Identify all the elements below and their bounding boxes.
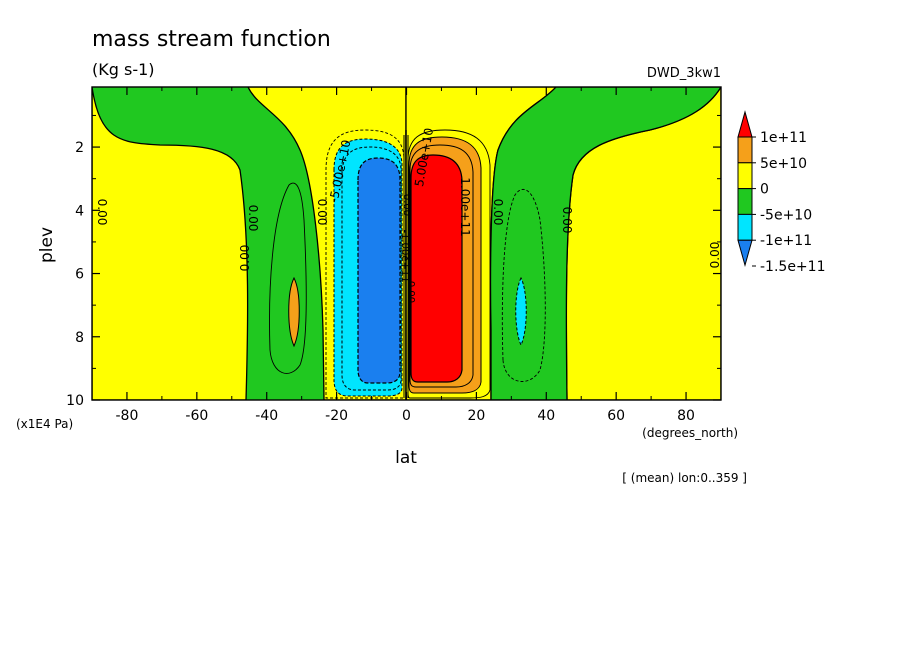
colorbar-label: -1.5e+11 [760, 259, 825, 275]
contour-label: 0.00 [405, 281, 416, 303]
colorbar-label: 1e+11 [760, 130, 807, 146]
y-units-label: (x1E4 Pa) [16, 417, 73, 431]
colorbar-label: 0 [760, 182, 769, 198]
x-tick-label: -80 [116, 408, 139, 424]
chart-subtitle: (Kg s-1) [92, 60, 155, 79]
contour-label: 0.00 [708, 242, 722, 269]
contour-label: 0.00 [401, 194, 412, 216]
y-tick-label: 8 [75, 330, 84, 346]
x-tick-label: -60 [185, 408, 208, 424]
contour-plot-area: 0.00 0.00 0.00 0.00 0.00 0.00 0.00 -5.00… [92, 87, 722, 400]
averaging-note: [ (mean) lon:0..359 ] [622, 471, 747, 485]
y-tick-label: 10 [66, 393, 84, 409]
colorbar-swatch [737, 162, 753, 190]
x-units-label: (degrees_north) [642, 426, 738, 440]
fill-green-north-ferrel [489, 87, 721, 400]
x-axis: -80 -60 -40 -20 0 20 40 60 80 [91, 87, 722, 424]
contour-label: -1.00e+11 [399, 229, 410, 282]
contour-label: 1.00e+11 [458, 177, 472, 236]
y-tick-label: 6 [75, 267, 84, 283]
x-tick-label: 20 [467, 408, 485, 424]
fill-blue-south-hadley-core [357, 157, 401, 384]
x-tick-label: -20 [325, 408, 348, 424]
contour-label: 0.00 [315, 199, 329, 226]
y-axis-title: plev [37, 227, 57, 263]
chart-title: mass stream function [92, 27, 331, 52]
fill-cyan-north-ferrel-core [515, 276, 527, 347]
contour-label: 0.00 [491, 199, 505, 226]
x-tick-label: 80 [677, 408, 695, 424]
x-axis-title: lat [395, 448, 417, 468]
colorbar-swatch [737, 136, 753, 164]
contour-labels: 0.00 0.00 0.00 0.00 0.00 0.00 0.00 -5.00… [95, 127, 722, 303]
colorbar-label: -1e+11 [760, 233, 812, 249]
x-tick-label: 40 [537, 408, 555, 424]
fill-red-north-hadley-core [410, 154, 463, 383]
colorbar-extend-max [737, 110, 753, 138]
contour-label: 0.00 [560, 207, 574, 234]
colorbar-label: -5e+10 [760, 207, 812, 223]
colorbar-swatch [737, 213, 753, 241]
colorbar: 1e+11 5e+10 0 -5e+10 -1e+11 -1.5e+11 [737, 110, 825, 275]
y-tick-label: 2 [75, 140, 84, 156]
contour-south-ferrel-outer [269, 182, 307, 374]
x-tick-label: -40 [255, 408, 278, 424]
fill-orange-south-ferrel-core [288, 276, 300, 348]
contour-label: 0.00 [95, 199, 109, 226]
colorbar-extend-min [737, 239, 753, 268]
x-tick-label: 0 [402, 408, 411, 424]
y-tick-label: 4 [75, 203, 84, 219]
dataset-label: DWD_3kw1 [647, 66, 721, 81]
contour-label: 0.00 [246, 205, 260, 232]
colorbar-swatch [737, 188, 753, 215]
fill-yellow-south-polar [92, 87, 249, 400]
x-tick-label: 60 [607, 408, 625, 424]
contour-label: 0.00 [238, 245, 252, 272]
colorbar-label: 5e+10 [760, 156, 807, 172]
y-axis: 2 4 6 8 10 [66, 114, 721, 409]
